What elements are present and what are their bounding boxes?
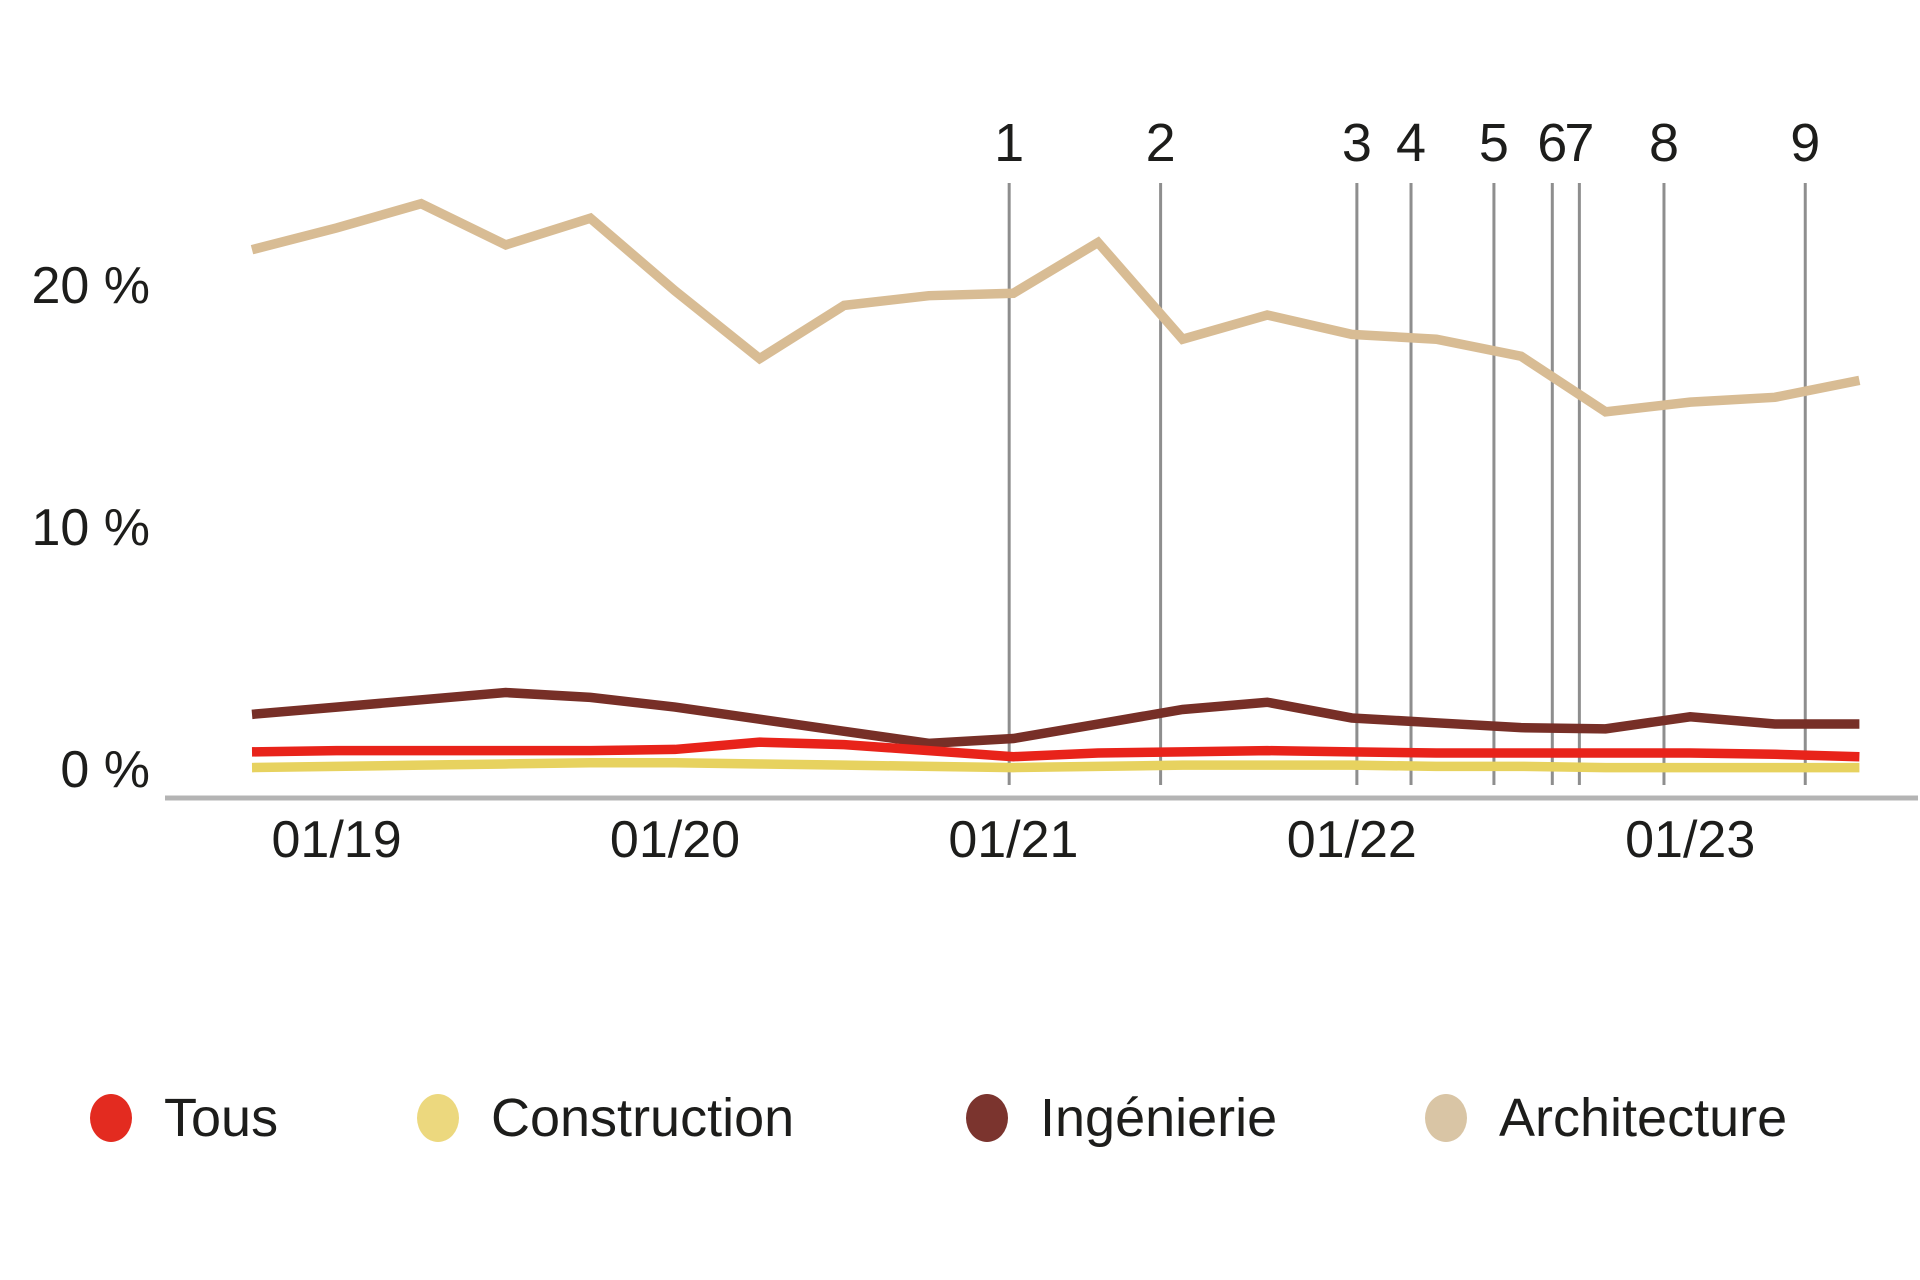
legend-item-ingenierie: Ingénierie [966,1088,1277,1148]
x-tick-label-01-21: 01/21 [948,811,1078,869]
legend-item-construction: Construction [417,1088,794,1148]
legend-label-construction: Construction [491,1088,795,1148]
y-tick-label-20: 20 % [31,257,150,315]
event-marker-label-9: 9 [1790,113,1820,173]
series-line-construction [251,757,1860,773]
event-marker-label-5: 5 [1479,113,1509,173]
legend-item-tous: Tous [90,1088,278,1148]
event-marker-label-3: 3 [1342,113,1372,173]
legend-label-architecture: Architecture [1499,1088,1788,1148]
event-marker-label-8: 8 [1649,113,1679,173]
event-marker-label-4: 4 [1396,113,1426,173]
x-tick-label-01-23: 01/23 [1625,811,1755,869]
event-marker-label-6: 6 [1537,113,1567,173]
legend-item-architecture: Architecture [1425,1088,1787,1148]
event-marker-label-7: 7 [1564,113,1594,173]
event-marker-label-1: 1 [994,113,1024,173]
y-tick-label-0: 0 % [60,741,150,799]
chart-legend: Tous Construction Ingénierie Architectur… [0,1088,1920,1148]
legend-dot-tous [90,1094,132,1142]
legend-dot-construction [417,1094,459,1142]
x-tick-label-01-19: 01/19 [272,811,402,869]
x-tick-label-01-20: 01/20 [610,811,740,869]
legend-label-tous: Tous [164,1088,279,1148]
legend-dot-ingenierie [966,1094,1008,1142]
series-line-tous [251,737,1860,762]
event-marker-label-2: 2 [1146,113,1176,173]
y-tick-label-10: 10 % [31,499,150,557]
series-line-ingénierie [251,687,1860,749]
legend-label-ingenierie: Ingénierie [1040,1088,1278,1148]
legend-dot-architecture [1425,1094,1467,1142]
line-chart: 0 % 10 % 20 % 01/19 01/20 01/21 01/22 01/23 1 2 3 4… [31,113,1918,869]
x-tick-label-01-22: 01/22 [1287,811,1417,869]
series-line-architecture [250,198,1861,417]
